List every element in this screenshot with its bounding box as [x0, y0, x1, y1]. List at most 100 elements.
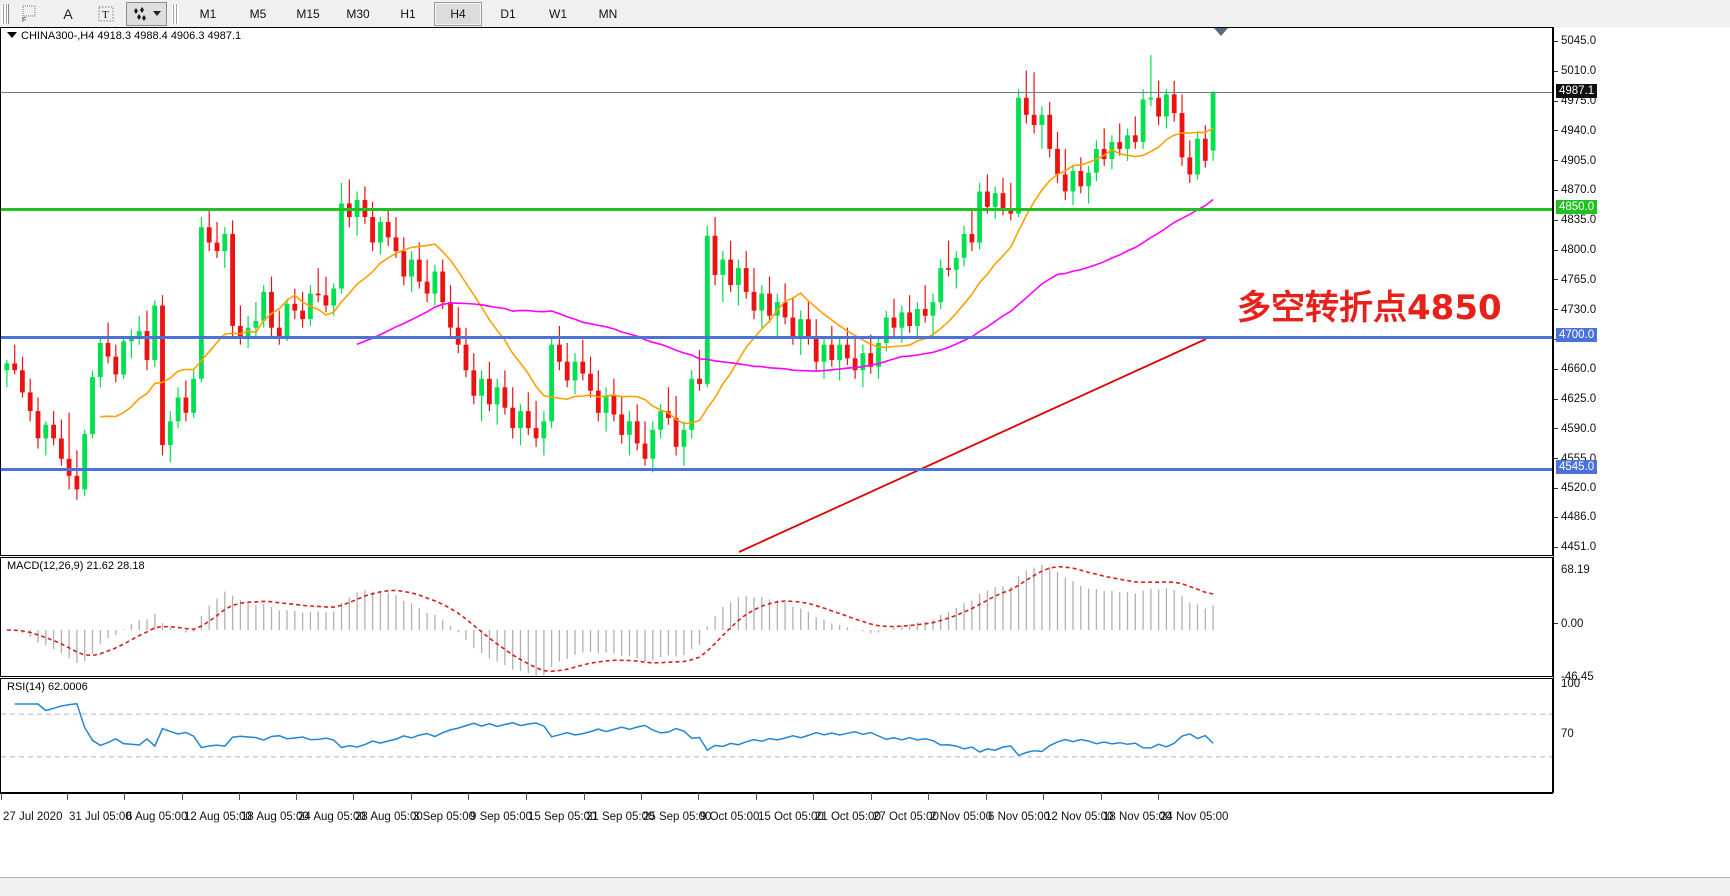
date-tick-label: 24 Aug 05:00	[298, 811, 366, 823]
date-tick-label: 24 Nov 05:00	[1160, 811, 1229, 823]
chevron-down-icon	[153, 11, 161, 16]
date-tick-label: 2 Nov 05:00	[930, 811, 993, 823]
chart-annotation: 多空转折点4850	[1237, 288, 1502, 328]
date-tick-mark	[698, 793, 699, 800]
current-price-label[interactable]: 4987.1	[1556, 83, 1598, 98]
date-tick-mark	[1101, 793, 1102, 800]
date-tick-label: 28 Aug 05:00	[355, 811, 423, 823]
date-tick-mark	[986, 793, 987, 800]
date-axis-line	[0, 793, 1553, 794]
chart-area[interactable]: CHINA300-,H4 4918.3 4988.4 4906.3 4987.1…	[0, 27, 1730, 896]
macd-tick: 68.19	[1561, 564, 1590, 576]
price-tick: 4975.0	[1554, 95, 1596, 107]
collapse-triangle-icon[interactable]	[7, 32, 17, 38]
svg-text:F: F	[22, 17, 26, 23]
support-line-4545[interactable]	[1, 468, 1552, 472]
date-tick-mark	[813, 793, 814, 800]
date-tick-label: 9 Sep 05:00	[470, 811, 533, 823]
price-tick: 4590.0	[1554, 423, 1596, 435]
date-tick-label: 25 Sep 05:00	[643, 811, 712, 823]
date-tick-label: 15 Oct 05:00	[758, 811, 824, 823]
crosshair-grid-icon[interactable]: F	[12, 2, 48, 26]
date-tick-label: 27 Oct 05:00	[873, 811, 939, 823]
timeframe-h1[interactable]: H1	[400, 6, 416, 21]
price-tick: 4870.0	[1554, 184, 1596, 196]
price-tick: 5045.0	[1554, 35, 1596, 47]
price-tick: 4765.0	[1554, 274, 1596, 286]
price-tick: 4730.0	[1554, 304, 1596, 316]
price-tick: 4660.0	[1554, 363, 1596, 375]
date-tick-mark	[182, 793, 183, 800]
date-tick-mark	[1, 793, 2, 800]
price-tick: 4520.0	[1554, 482, 1596, 494]
date-tick-mark	[928, 793, 929, 800]
date-tick-mark	[411, 793, 412, 800]
timeframe-m5[interactable]: M5	[249, 6, 267, 21]
rsi-pane[interactable]: RSI(14) 62.0006	[0, 678, 1553, 793]
timeframe-m30[interactable]: M30	[346, 6, 370, 21]
date-tick-mark	[468, 793, 469, 800]
svg-text:T: T	[102, 9, 109, 21]
support-line-4700[interactable]	[1, 336, 1552, 340]
timeframe-mn[interactable]: MN	[598, 6, 618, 21]
macd-label: MACD(12,26,9) 21.62 28.18	[7, 560, 145, 572]
toolbar-separator	[172, 3, 179, 24]
rsi-tick: 70	[1561, 728, 1574, 740]
date-tick-mark	[67, 793, 68, 800]
date-tick-label: 3 Sep 05:00	[413, 811, 476, 823]
timeframe-bar: M1 M5 M15 M30 H1 H4 D1 W1 MN	[183, 1, 633, 26]
toolbar-grip[interactable]	[1, 3, 9, 24]
current-price-line[interactable]	[1, 91, 1552, 93]
date-tick-label: 18 Nov 05:00	[1103, 811, 1172, 823]
date-tick-mark	[1158, 793, 1159, 800]
date-tick-mark	[526, 793, 527, 800]
price-tick: 4451.0	[1554, 541, 1596, 553]
price-pane[interactable]: CHINA300-,H4 4918.3 4988.4 4906.3 4987.1…	[0, 27, 1553, 556]
text-box-icon[interactable]: T	[88, 2, 124, 26]
price-tick: 4940.0	[1554, 125, 1596, 137]
symbol-info-label: CHINA300-,H4 4918.3 4988.4 4906.3 4987.1	[7, 30, 241, 42]
timeframe-h4[interactable]: H4	[434, 1, 482, 26]
date-tick-label: 18 Aug 05:00	[241, 811, 309, 823]
price-tick: 4905.0	[1554, 155, 1596, 167]
date-tick-mark	[871, 793, 872, 800]
date-tick-mark	[353, 793, 354, 800]
support-level-label-4545[interactable]: 4545.0	[1556, 460, 1598, 475]
macd-pane[interactable]: MACD(12,26,9) 21.62 28.18	[0, 557, 1553, 677]
status-bar	[0, 877, 1730, 896]
date-tick-mark	[641, 793, 642, 800]
timeframe-d1[interactable]: D1	[500, 6, 516, 21]
date-tick-label: 12 Nov 05:00	[1045, 811, 1114, 823]
price-tick: 4625.0	[1554, 393, 1596, 405]
date-tick-mark	[756, 793, 757, 800]
price-tick: 4486.0	[1554, 511, 1596, 523]
timeframe-m1[interactable]: M1	[199, 6, 217, 21]
date-tick-label: 12 Aug 05:00	[184, 811, 252, 823]
rsi-tick: 100	[1561, 678, 1581, 690]
date-tick-mark	[1043, 793, 1044, 800]
text-label-icon[interactable]: A	[63, 5, 73, 22]
price-tick: 4835.0	[1554, 214, 1596, 226]
support-level-label-4700[interactable]: 4700.0	[1556, 328, 1598, 343]
date-tick-label: 15 Sep 05:00	[528, 811, 597, 823]
timeframe-m15[interactable]: M15	[296, 6, 320, 21]
date-tick-mark	[124, 793, 125, 800]
date-tick-mark	[239, 793, 240, 800]
price-tick: 4800.0	[1554, 244, 1596, 256]
current-bar-marker-icon	[1214, 28, 1228, 36]
rsi-label: RSI(14) 62.0006	[7, 681, 88, 693]
price-tick: 5010.0	[1554, 65, 1596, 77]
date-tick-label: 6 Aug 05:00	[126, 811, 188, 823]
date-tick-label: 27 Jul 2020	[3, 811, 63, 823]
resistance-level-label[interactable]: 4850.0	[1556, 200, 1598, 215]
date-tick-label: 21 Oct 05:00	[815, 811, 881, 823]
objects-dropdown-button[interactable]	[126, 1, 167, 26]
date-tick-label: 31 Jul 05:00	[69, 811, 132, 823]
date-tick-mark	[296, 793, 297, 800]
price-axis[interactable]: 5045.0 5010.0 4975.0 4940.0 4905.0 4870.0 4835…	[1553, 27, 1730, 861]
date-tick-label: 9 Oct 05:00	[700, 811, 760, 823]
timeframe-w1[interactable]: W1	[549, 6, 567, 21]
macd-tick: 0.00	[1554, 618, 1583, 630]
resistance-line-4850[interactable]	[1, 208, 1552, 212]
date-tick-label: 6 Nov 05:00	[988, 811, 1051, 823]
